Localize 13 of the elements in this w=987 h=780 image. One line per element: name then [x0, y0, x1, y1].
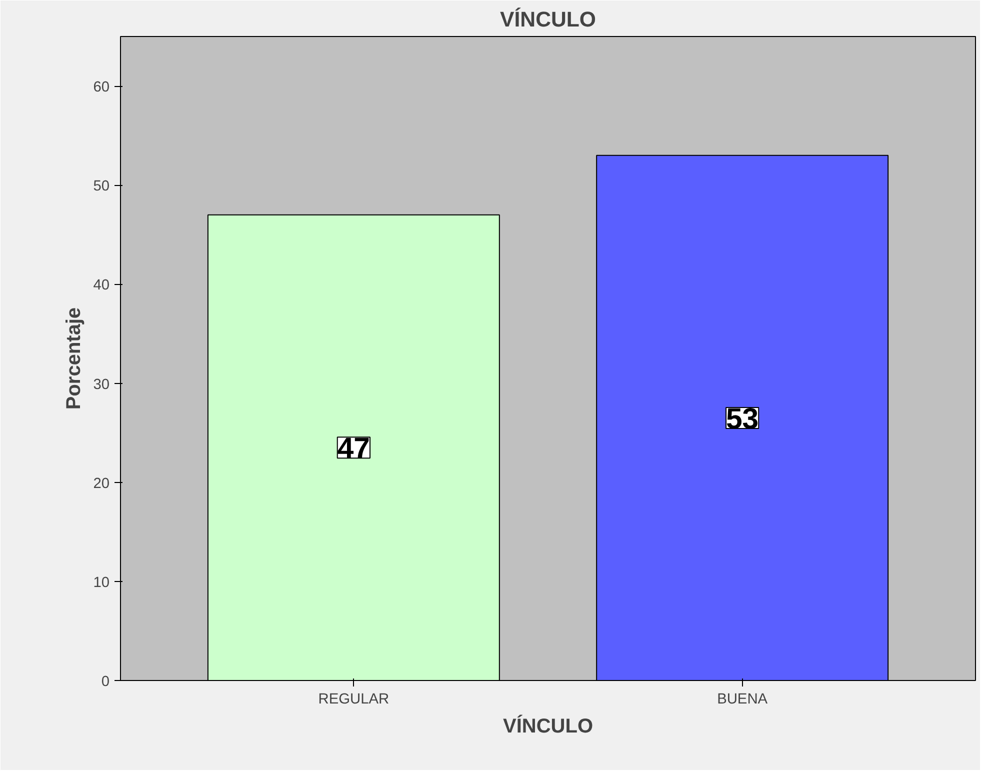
y-tick-label: 40 — [93, 278, 110, 294]
y-tick-label: 0 — [101, 674, 110, 690]
y-axis-title: Porcentaje — [63, 307, 86, 410]
y-tick-label: 20 — [93, 476, 110, 492]
y-tick-label: 30 — [93, 376, 110, 393]
x-axis-title: VÍNCULO — [503, 714, 593, 738]
y-tick-label: 50 — [93, 178, 110, 195]
x-tick-label: BUENA — [717, 692, 768, 708]
y-tick-label: 10 — [93, 574, 110, 591]
chart-title: VÍNCULO — [500, 8, 596, 32]
data-label: 53 — [726, 402, 759, 436]
y-tick-label: 60 — [93, 80, 110, 96]
x-tick-label: REGULAR — [318, 692, 390, 708]
